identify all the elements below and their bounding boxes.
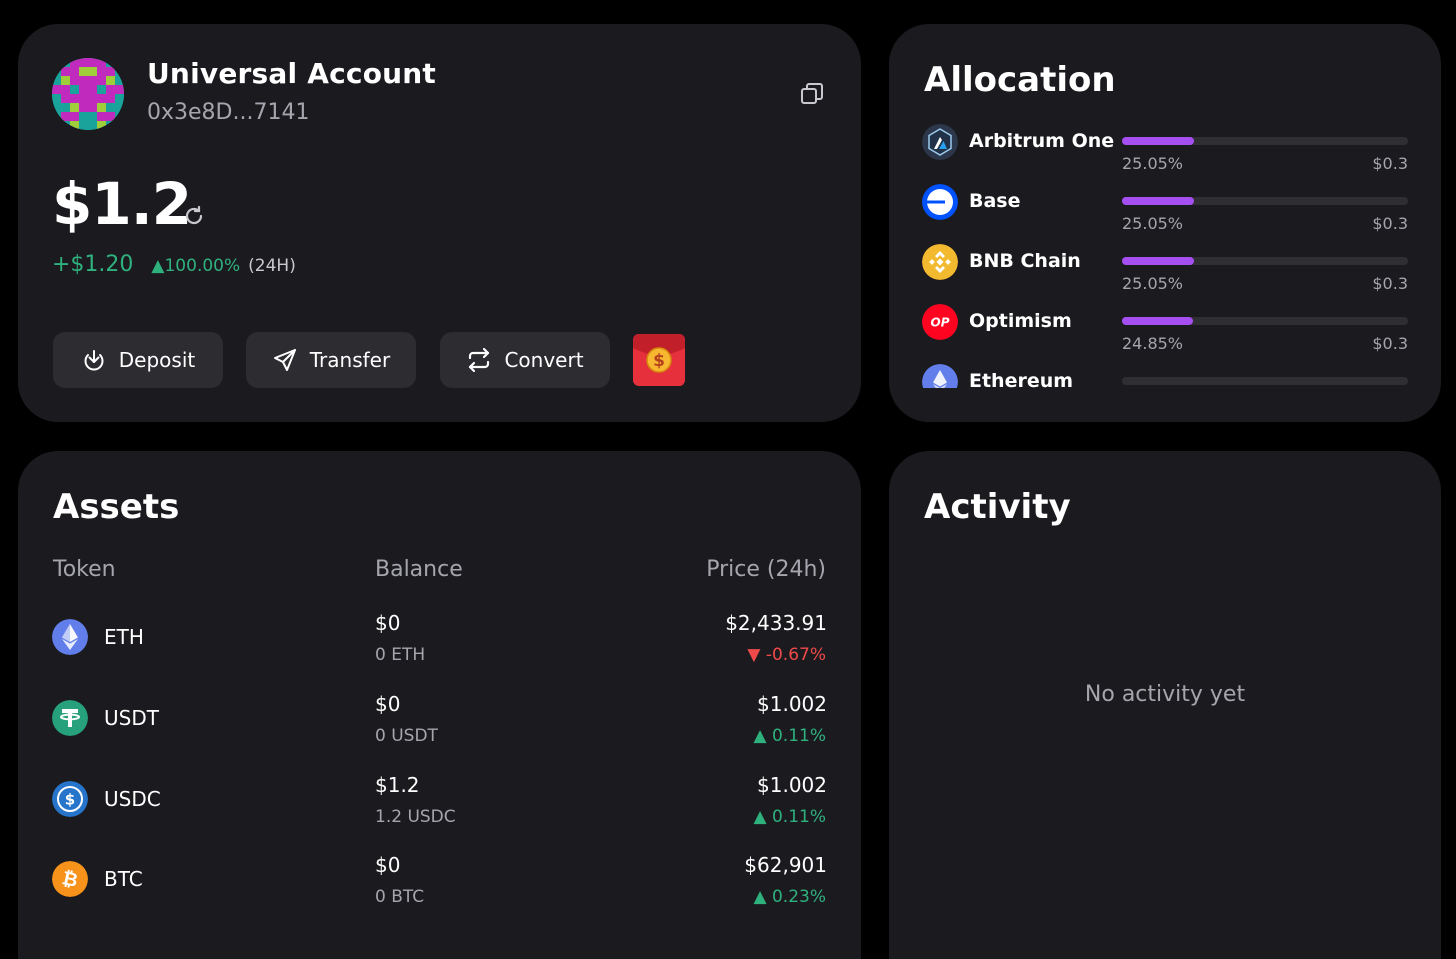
activity-title: Activity [924, 487, 1071, 527]
asset-symbol: ETH [104, 625, 144, 649]
send-icon [273, 349, 296, 371]
red-packet-icon: $ [633, 334, 685, 386]
base-icon [922, 184, 958, 220]
column-header-balance: Balance [375, 557, 463, 582]
convert-button[interactable]: Convert [440, 332, 610, 388]
convert-label: Convert [504, 348, 584, 372]
asset-price-change: ▲ 0.11% [753, 726, 826, 746]
asset-symbol: BTC [104, 867, 143, 891]
assets-card: Assets Token Balance Price (24h) ETH $0 … [18, 451, 861, 959]
column-header-token: Token [53, 557, 116, 582]
allocation-bar-fill [1122, 317, 1194, 325]
svg-text:OP: OP [931, 316, 950, 330]
allocation-value: $0.3 [1372, 334, 1408, 353]
allocation-item-arbitrum: Arbitrum One 25.05% $0.3 [922, 124, 1408, 184]
ethereum-icon [922, 364, 958, 388]
account-card: Universal Account 0x3e8D...7141 $1.2 +$1… [18, 24, 861, 422]
allocation-bar [1122, 197, 1408, 205]
allocation-item-bnb: BNB Chain 25.05% $0.3 [922, 244, 1408, 304]
asset-balance-qty: 0 ETH [375, 645, 426, 665]
account-address: 0x3e8D...7141 [147, 100, 310, 125]
allocation-name: Base [969, 190, 1021, 212]
allocation-bar [1122, 137, 1408, 145]
allocation-value: $0.3 [1372, 214, 1408, 233]
asset-price-change: ▼ -0.67% [747, 645, 826, 665]
convert-icon [469, 347, 490, 373]
usdt-icon [52, 700, 88, 736]
allocation-name: Ethereum [969, 370, 1074, 388]
transfer-button[interactable]: Transfer [246, 332, 416, 388]
change-period: (24H) [248, 256, 296, 276]
asset-balance-usd: $0 [375, 853, 401, 877]
asset-row-usdc[interactable]: $ USDC $1.2 1.2 USDC $1.002 ▲ 0.11% [18, 765, 861, 845]
arbitrum-icon [922, 124, 958, 160]
change-percent: ▲100.00% [151, 256, 241, 276]
asset-balance-qty: 1.2 USDC [375, 807, 456, 827]
assets-title: Assets [53, 487, 180, 527]
allocation-bar [1122, 317, 1408, 325]
svg-text:$: $ [653, 351, 665, 371]
asset-price: $62,901 [744, 853, 827, 877]
svg-text:$: $ [65, 791, 75, 809]
bnb-icon [922, 244, 958, 280]
deposit-button[interactable]: Deposit [53, 332, 223, 388]
asset-symbol: USDC [104, 787, 161, 811]
asset-price: $1.002 [757, 692, 827, 716]
asset-symbol: USDT [104, 706, 159, 730]
allocation-value: $0.3 [1372, 274, 1408, 293]
allocation-bar [1122, 377, 1408, 385]
account-avatar [52, 58, 124, 130]
transfer-label: Transfer [309, 348, 391, 372]
asset-row-btc[interactable]: ₿ BTC $0 0 BTC $62,901 ▲ 0.23% [18, 845, 861, 925]
usdc-icon: $ [52, 781, 88, 817]
allocation-item-base: Base 25.05% $0.3 [922, 184, 1408, 244]
allocation-name: Arbitrum One [969, 130, 1115, 152]
btc-icon: ₿ [52, 861, 88, 897]
asset-balance-usd: $0 [375, 692, 401, 716]
allocation-item-ethereum: Ethereum [922, 364, 1408, 388]
allocation-name: BNB Chain [969, 250, 1081, 272]
allocation-percent: 25.05% [1122, 214, 1184, 233]
eth-icon [52, 619, 88, 655]
allocation-item-optimism: OP Optimism 24.85% $0.3 [922, 304, 1408, 364]
asset-price: $2,433.91 [725, 611, 827, 635]
allocation-bar-fill [1122, 197, 1194, 205]
allocation-title: Allocation [924, 60, 1116, 100]
activity-empty-message: No activity yet [1084, 682, 1246, 707]
copy-icon [801, 83, 823, 104]
asset-row-usdt[interactable]: USDT $0 0 USDT $1.002 ▲ 0.11% [18, 684, 861, 764]
optimism-icon: OP [922, 304, 958, 340]
allocation-bar-fill [1122, 137, 1194, 145]
red-packet-button[interactable]: $ [633, 334, 685, 386]
asset-price: $1.002 [757, 773, 827, 797]
activity-card: Activity No activity yet [889, 451, 1441, 959]
allocation-card: Allocation Arbitrum One 25.05% $0.3 [889, 24, 1441, 422]
allocation-bar-fill [1122, 257, 1194, 265]
allocation-value: $0.3 [1372, 154, 1408, 173]
allocation-bar [1122, 257, 1408, 265]
deposit-label: Deposit [118, 348, 196, 372]
allocation-percent: 24.85% [1122, 334, 1184, 353]
account-name: Universal Account [147, 57, 436, 90]
deposit-icon [84, 350, 104, 371]
change-amount: +$1.20 [52, 252, 134, 277]
asset-balance-usd: $0 [375, 611, 401, 635]
asset-balance-qty: 0 BTC [375, 887, 425, 907]
column-header-price: Price (24h) [706, 557, 826, 582]
asset-balance-qty: 0 USDT [375, 726, 438, 746]
allocation-percent: 25.05% [1122, 154, 1184, 173]
svg-text:₿: ₿ [60, 867, 80, 892]
refresh-icon [185, 205, 203, 225]
total-balance: $1.2 [52, 170, 192, 238]
asset-row-eth[interactable]: ETH $0 0 ETH $2,433.91 ▼ -0.67% [18, 603, 861, 683]
copy-address-button[interactable] [798, 80, 826, 108]
asset-price-change: ▲ 0.11% [753, 807, 826, 827]
asset-price-change: ▲ 0.23% [753, 887, 826, 907]
allocation-percent: 25.05% [1122, 274, 1184, 293]
allocation-name: Optimism [969, 310, 1072, 332]
refresh-balance-button[interactable] [182, 204, 206, 228]
asset-balance-usd: $1.2 [375, 773, 420, 797]
allocation-list[interactable]: Arbitrum One 25.05% $0.3 Base 25.05% $0.… [889, 124, 1441, 388]
balance-change: +$1.20 ▲100.00% (24H) [52, 252, 296, 277]
